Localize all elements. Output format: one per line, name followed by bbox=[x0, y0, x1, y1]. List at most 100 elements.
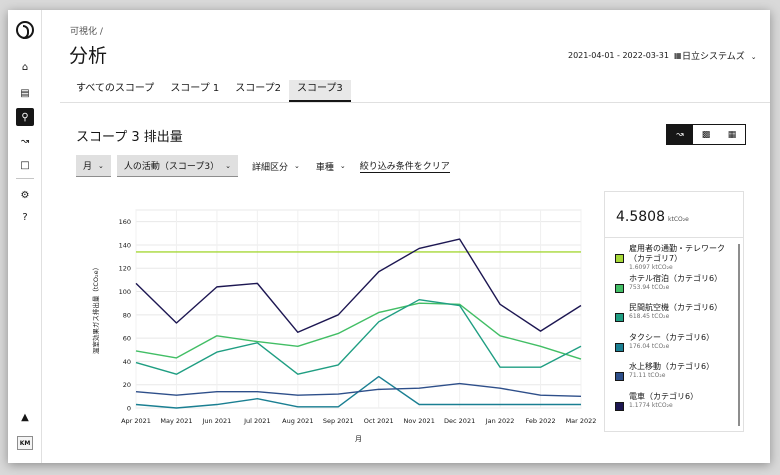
legend-item-value: 753.94 tCO₂e bbox=[629, 283, 670, 291]
company-name: 日立システムズ bbox=[682, 52, 745, 62]
table-icon: ▦ bbox=[727, 129, 737, 140]
detail-label: 詳細区分 bbox=[251, 162, 288, 173]
x-axis-label: 月 bbox=[355, 435, 362, 443]
settings-icon[interactable]: ⚙ bbox=[20, 189, 30, 201]
legend-scrollbar[interactable] bbox=[738, 244, 740, 426]
logo-icon[interactable] bbox=[16, 21, 34, 39]
chevron-down-icon: ⌄ bbox=[98, 161, 104, 170]
user-avatar[interactable]: KM bbox=[17, 436, 33, 450]
legend-item[interactable]: 水上移動（カテゴリ6） 71.11 tCO₂e bbox=[615, 362, 733, 392]
x-tick-label: Nov 2021 bbox=[404, 417, 435, 425]
y-tick-label: 40 bbox=[123, 358, 131, 366]
legend-item-name: ホテル宿泊（カテゴリ6） bbox=[629, 273, 723, 283]
vehicle-dropdown[interactable]: 車種 ⌄ bbox=[308, 155, 354, 177]
home-icon[interactable]: ⌂ bbox=[21, 61, 29, 73]
vehicle-label: 車種 bbox=[315, 162, 334, 173]
legend-item[interactable]: タクシー（カテゴリ6） 176.04 tCO₂e bbox=[615, 333, 733, 363]
tab-all-scopes[interactable]: すべてのスコープ bbox=[76, 83, 155, 94]
y-tick-label: 160 bbox=[119, 218, 131, 226]
total-emissions: 4.5808 ktCO₂e bbox=[616, 209, 689, 225]
activity-value: 人の活動（スコープ3） bbox=[123, 162, 220, 172]
app-window: ⌂ ▤ ⚲ ↝ □ ⚙ ? ▲ KM 可視化 / 分析 2021-04-01 -… bbox=[8, 10, 770, 463]
y-tick-label: 140 bbox=[119, 241, 131, 249]
y-tick-label: 0 bbox=[127, 405, 131, 413]
side-rail: ⌂ ▤ ⚲ ↝ □ ⚙ ? ▲ KM bbox=[8, 10, 42, 463]
y-tick-label: 20 bbox=[123, 381, 131, 389]
legend-swatch bbox=[615, 254, 624, 263]
tab-scope-2[interactable]: スコープ2 bbox=[235, 83, 282, 94]
legend-item[interactable]: ホテル宿泊（カテゴリ6） 753.94 tCO₂e bbox=[615, 274, 733, 304]
emissions-line-chart: 0 20 40 60 80 100 120 140 160 Apr 2021 May 2021 Jun… bbox=[91, 209, 596, 443]
rail-divider bbox=[16, 178, 34, 179]
total-value: 4.5808 bbox=[616, 209, 665, 225]
total-unit: ktCO₂e bbox=[668, 216, 689, 223]
x-tick-label: Jul 2021 bbox=[243, 417, 270, 425]
scope-tabs: すべてのスコープ スコープ 1 スコープ2 スコープ3 bbox=[68, 80, 351, 102]
x-tick-label: Dec 2021 bbox=[444, 417, 475, 425]
activity-dropdown[interactable]: 人の活動（スコープ3） ⌄ bbox=[116, 155, 238, 177]
bar-chart-icon: ▩ bbox=[701, 129, 711, 140]
help-icon[interactable]: ? bbox=[22, 211, 28, 223]
chevron-down-icon: ⌄ bbox=[339, 162, 346, 170]
x-tick-label: Jun 2021 bbox=[202, 417, 232, 425]
calendar-icon: ▦ bbox=[673, 51, 682, 60]
y-tick-label: 60 bbox=[123, 335, 131, 343]
period-value: 月 bbox=[83, 162, 93, 172]
chevron-down-icon: ⌄ bbox=[293, 162, 300, 170]
company-selector[interactable]: 日立システムズ ⌄ bbox=[682, 49, 757, 62]
legend-swatch bbox=[615, 342, 624, 352]
y-tick-label: 120 bbox=[119, 265, 131, 273]
x-tick-label: Jan 2022 bbox=[485, 417, 515, 425]
date-range-picker[interactable]: 2021-04-01 - 2022-03-31 ▦ bbox=[568, 51, 682, 60]
line-chart-icon[interactable]: ↝ bbox=[20, 135, 30, 147]
search-icon[interactable]: ⚲ bbox=[16, 108, 34, 126]
legend-item-value: 1.1774 ktCO₂e bbox=[629, 401, 673, 409]
report-icon[interactable]: □ bbox=[20, 159, 30, 171]
x-tick-label: Mar 2022 bbox=[566, 417, 596, 425]
section-title: スコープ 3 排出量 bbox=[76, 130, 183, 145]
clear-filters-link[interactable]: 絞り込み条件をクリア bbox=[359, 159, 450, 173]
x-tick-label: Feb 2022 bbox=[525, 417, 555, 425]
series-line bbox=[135, 302, 582, 360]
page-title: 分析 bbox=[69, 45, 108, 67]
detail-dropdown[interactable]: 詳細区分 ⌄ bbox=[244, 155, 308, 177]
legend-item-value: 618.45 tCO₂e bbox=[629, 313, 670, 320]
x-tick-label: May 2021 bbox=[160, 417, 192, 425]
legend-item-name: タクシー（カテゴリ6） bbox=[629, 332, 715, 342]
legend-item-name: 雇用者の通勤・テレワーク（カテゴリ7） bbox=[629, 244, 725, 263]
legend-item[interactable]: 民間航空機（カテゴリ6） 618.45 tCO₂e bbox=[615, 303, 733, 333]
legend-item-name: 民間航空機（カテゴリ6） bbox=[629, 303, 723, 312]
date-range-text: 2021-04-01 - 2022-03-31 bbox=[568, 51, 669, 60]
breadcrumb[interactable]: 可視化 / bbox=[70, 27, 103, 37]
series-line bbox=[135, 382, 582, 398]
legend-swatch bbox=[615, 313, 624, 322]
line-chart-icon: ↝ bbox=[676, 129, 684, 140]
x-tick-label: Oct 2021 bbox=[364, 417, 394, 425]
chevron-down-icon: ⌄ bbox=[750, 53, 757, 61]
legend-item[interactable]: 電車（カテゴリ6） 1.1774 ktCO₂e bbox=[615, 392, 733, 422]
legend-item[interactable]: 雇用者の通勤・テレワーク（カテゴリ7） 1.6097 ktCO₂e bbox=[615, 244, 733, 274]
filter-bar: 月 ⌄ 人の活動（スコープ3） ⌄ 詳細区分 ⌄ 車種 ⌄ 絞り込み条件をクリア bbox=[76, 155, 450, 177]
table-view-button[interactable]: ▦ bbox=[719, 125, 745, 144]
line-chart-view-button[interactable]: ↝ bbox=[667, 125, 693, 144]
legend-swatch bbox=[615, 372, 624, 381]
bar-chart-view-button[interactable]: ▩ bbox=[693, 125, 719, 144]
document-icon[interactable]: ▤ bbox=[20, 87, 30, 99]
legend-item-value: 176.04 tCO₂e bbox=[629, 342, 670, 350]
plot-area bbox=[135, 209, 582, 409]
chevron-down-icon: ⌄ bbox=[225, 161, 231, 170]
legend-item-value: 71.11 tCO₂e bbox=[629, 372, 666, 379]
notification-icon[interactable]: ▲ bbox=[21, 411, 29, 423]
legend-divider bbox=[605, 237, 743, 238]
legend-list: 雇用者の通勤・テレワーク（カテゴリ7） 1.6097 ktCO₂e ホテル宿泊（カ… bbox=[615, 244, 733, 421]
y-axis-label: 温室効果ガス排出量（tCO₂e） bbox=[91, 264, 100, 354]
x-tick-label: Sep 2021 bbox=[323, 417, 354, 425]
series-line bbox=[135, 298, 582, 375]
x-tick-label: Aug 2021 bbox=[282, 417, 313, 425]
tab-scope-1[interactable]: スコープ 1 bbox=[170, 83, 220, 94]
view-toggle: ↝ ▩ ▦ bbox=[666, 124, 746, 145]
tab-scope-3[interactable]: スコープ3 bbox=[289, 80, 351, 102]
legend-swatch bbox=[615, 283, 624, 293]
legend-item-name: 水上移動（カテゴリ6） bbox=[629, 362, 715, 371]
period-dropdown[interactable]: 月 ⌄ bbox=[76, 155, 111, 177]
